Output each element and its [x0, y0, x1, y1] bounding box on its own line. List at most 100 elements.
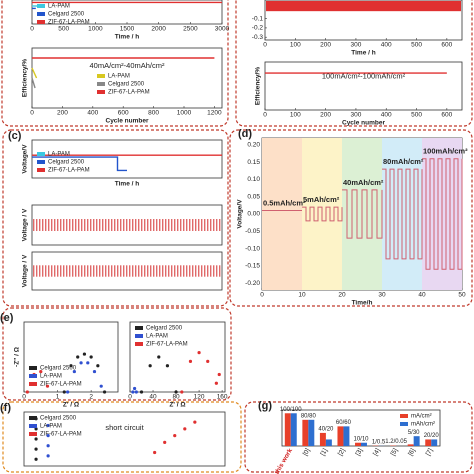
- x-tick-label: 300: [350, 112, 361, 119]
- data-point: [46, 434, 50, 438]
- panel-border: [2, 129, 229, 307]
- x-axis-label: Z' / Ω: [63, 402, 79, 409]
- data-point: [139, 390, 144, 394]
- legend-label: ZIF-67-LA-PAM: [48, 168, 90, 174]
- x-axis-label: Time / h: [115, 181, 139, 188]
- region-label: 5mAh/cm²: [303, 195, 340, 204]
- x-axis-label: Time/h: [352, 300, 373, 307]
- x-tick-label: 100: [290, 42, 301, 49]
- x-tick-label: 800: [148, 110, 159, 117]
- data-point: [183, 427, 187, 431]
- legend-label: Celgard 2500: [108, 82, 145, 88]
- legend-label: ZIF-67-LA-PAM: [40, 432, 82, 438]
- data-line: [31, 67, 38, 79]
- data-point: [34, 447, 38, 451]
- legend-label: Celgard 2500: [146, 326, 183, 332]
- plot-frame: [264, 61, 463, 111]
- data-point: [69, 364, 73, 368]
- data-point: [99, 384, 103, 388]
- data-point: [134, 390, 138, 394]
- legend-label: LA-PAM: [108, 74, 130, 80]
- legend-swatch: [29, 424, 37, 428]
- y-tick-label: 0.10: [247, 176, 260, 183]
- legend-swatch: [37, 160, 45, 164]
- panel-label: (d): [238, 128, 252, 140]
- x-tick-label: 80: [172, 394, 180, 401]
- x-axis-label: Time / h: [115, 34, 139, 41]
- data-point: [148, 364, 152, 368]
- data-point: [217, 372, 221, 377]
- bar: [284, 413, 291, 446]
- data-point: [72, 369, 76, 374]
- data-point: [131, 390, 135, 394]
- x-axis-label: Cycle number: [106, 118, 149, 125]
- x-tick-label: 0: [263, 112, 267, 119]
- x-tick-label: 40: [149, 394, 157, 401]
- region: [262, 138, 302, 290]
- data-point: [133, 386, 137, 391]
- data-point: [46, 444, 50, 448]
- group-label: 1/0.5: [372, 439, 386, 445]
- x-tick-label: 500: [411, 42, 422, 49]
- data-point: [89, 355, 93, 359]
- x-tick-label: 600: [441, 42, 452, 49]
- legend-swatch: [37, 4, 45, 8]
- plot-frame: [264, 0, 463, 41]
- y-tick-label: -0.15: [245, 263, 260, 270]
- data-point: [82, 352, 87, 356]
- data-point: [34, 427, 38, 431]
- region-label: 80mAh/cm²: [383, 157, 424, 166]
- legend-swatch: [29, 382, 37, 386]
- y-axis-label: Voltage / V: [22, 254, 29, 287]
- y-axis-label: Voltage/V: [237, 199, 244, 229]
- data-point: [153, 450, 157, 455]
- data-point: [165, 364, 170, 368]
- x-tick-label: 20: [338, 292, 346, 299]
- x-tick-label: 40: [418, 292, 426, 299]
- data-point: [188, 359, 193, 363]
- bar: [325, 439, 332, 446]
- data-point: [46, 454, 50, 458]
- data-point: [25, 390, 29, 394]
- data-point: [34, 437, 38, 441]
- x-tick-label: 500: [58, 26, 69, 33]
- legend-swatch: [29, 416, 37, 420]
- legend-label: LA-PAM: [48, 4, 70, 10]
- x-tick-label: 1000: [177, 110, 192, 117]
- y-axis-label: -Z'' / Ω: [14, 347, 21, 367]
- x-tick-label: 2: [89, 394, 93, 401]
- bar: [355, 442, 361, 446]
- region-label: 100mAh/cm²: [423, 147, 468, 156]
- bar: [431, 439, 438, 446]
- y-axis-label: Voltage / V: [22, 208, 29, 241]
- x-tick-label: 500: [411, 112, 422, 119]
- bar: [337, 426, 344, 446]
- bar: [343, 426, 350, 446]
- bar: [302, 419, 309, 446]
- legend-label: Celgard 2500: [40, 416, 77, 422]
- legend-swatch: [37, 20, 45, 24]
- legend-swatch: [135, 342, 143, 346]
- annotation: short circuit: [105, 423, 144, 432]
- plot-frame: [31, 204, 223, 246]
- x-tick-label: 1200: [207, 110, 222, 117]
- annotation: 40mA/cm²-40mAh/cm²: [89, 61, 165, 70]
- x-tick-label: 30: [378, 292, 386, 299]
- plot-frame: [31, 251, 223, 291]
- data-point: [96, 364, 100, 368]
- x-tick-label: 0: [30, 110, 34, 117]
- voltage-band: [33, 219, 221, 231]
- x-tick-label: 2500: [183, 26, 198, 33]
- x-tick-label: 400: [381, 112, 392, 119]
- panel-label: (c): [8, 130, 22, 142]
- data-point: [173, 434, 177, 438]
- legend-label: Celgard 2500: [48, 160, 85, 166]
- legend-swatch: [135, 334, 143, 338]
- data-point: [45, 384, 50, 388]
- region-label: 0.5mAh/cm²: [263, 199, 306, 208]
- group-label: 40/20: [318, 426, 334, 432]
- x-tick-label: 120: [194, 394, 205, 401]
- panel-label: (g): [258, 400, 272, 412]
- voltage-profile: [302, 206, 343, 222]
- y-axis-label: Efficiency/%: [22, 59, 29, 98]
